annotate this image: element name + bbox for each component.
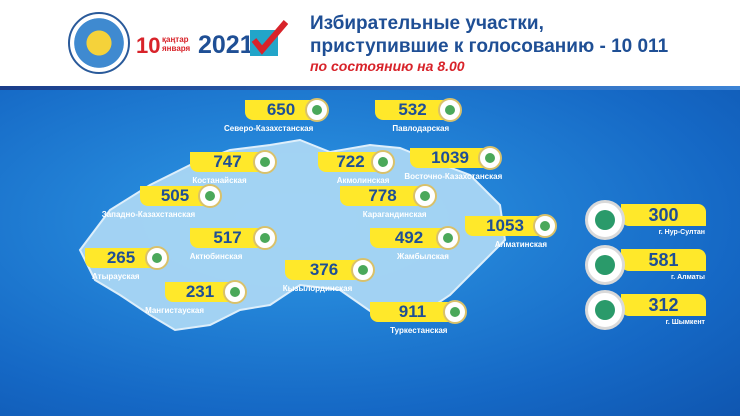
divider bbox=[0, 86, 740, 90]
region-value: 505 bbox=[140, 186, 210, 206]
header: 10 қаңтар января 2021 Избирательные участ… bbox=[0, 0, 740, 86]
region-emblem-icon bbox=[351, 258, 375, 282]
title-line-1: Избирательные участки, bbox=[310, 13, 544, 34]
region-emblem-icon bbox=[436, 226, 460, 250]
region-name: Жамбылская bbox=[397, 252, 449, 261]
region-emblem-icon bbox=[145, 246, 169, 270]
city-item: 581 г. Алматы bbox=[585, 245, 725, 285]
region-value: 265 bbox=[85, 248, 157, 268]
region-emblem-icon bbox=[223, 280, 247, 304]
city-value: 312 bbox=[621, 294, 706, 316]
region-name: Павлодарская bbox=[392, 124, 450, 133]
region-value: 231 bbox=[165, 282, 235, 302]
month-kz: қаңтар bbox=[162, 35, 189, 44]
region-name: Алматинская bbox=[494, 240, 548, 249]
region-name: Актюбинская bbox=[189, 252, 243, 261]
date-day: 10 bbox=[136, 33, 161, 58]
election-commission-seal bbox=[68, 12, 130, 74]
region-name: Костанайская bbox=[192, 176, 247, 185]
region-name: Атырауская bbox=[92, 272, 140, 281]
region-emblem-icon bbox=[253, 150, 277, 174]
region-name: Восточно-Казахстанская bbox=[404, 172, 503, 181]
city-emblem-icon bbox=[585, 245, 625, 285]
region-emblem-icon bbox=[413, 184, 437, 208]
region-value: 376 bbox=[285, 260, 363, 280]
page-title: Избирательные участки, приступившие к гол… bbox=[310, 12, 668, 58]
region-emblem-icon bbox=[443, 300, 467, 324]
region-name: Кызылординская bbox=[282, 284, 353, 293]
region-value: 911 bbox=[370, 302, 455, 322]
city-emblem-icon bbox=[585, 290, 625, 330]
city-name: г. Алматы bbox=[671, 274, 705, 281]
title-line-2: приступившие к голосованию - 10 011 bbox=[310, 36, 669, 57]
region-emblem-icon bbox=[253, 226, 277, 250]
region-value: 517 bbox=[190, 228, 265, 248]
region-emblem-icon bbox=[371, 150, 395, 174]
city-item: 300 г. Нур-Султан bbox=[585, 200, 725, 240]
month-ru: января bbox=[162, 44, 191, 53]
region-value: 1053 bbox=[465, 216, 545, 236]
region-value: 1039 bbox=[410, 148, 490, 168]
region-value: 492 bbox=[370, 228, 448, 248]
region-value: 722 bbox=[318, 152, 383, 172]
region-emblem-icon bbox=[198, 184, 222, 208]
city-value: 581 bbox=[621, 249, 706, 271]
checkmark-icon bbox=[250, 20, 288, 56]
city-emblem-icon bbox=[585, 200, 625, 240]
city-name: г. Нур-Султан bbox=[658, 229, 705, 236]
subtitle: по состоянию на 8.00 bbox=[310, 58, 465, 74]
region-emblem-icon bbox=[305, 98, 329, 122]
region-name: Туркестанская bbox=[390, 326, 448, 335]
city-name: г. Шымкент bbox=[665, 319, 705, 326]
region-name: Мангистауская bbox=[145, 306, 205, 315]
region-value: 532 bbox=[375, 100, 450, 120]
region-value: 747 bbox=[190, 152, 265, 172]
date-month: қаңтар января bbox=[162, 35, 190, 53]
city-value: 300 bbox=[621, 204, 706, 226]
region-emblem-icon bbox=[478, 146, 502, 170]
map-area: 650 Северо-Казахстанская 532 Павлодарская 74… bbox=[0, 90, 740, 416]
region-name: Северо-Казахстанская bbox=[224, 124, 314, 133]
region-name: Западно-Казахстанская bbox=[101, 210, 196, 219]
city-item: 312 г. Шымкент bbox=[585, 290, 725, 330]
region-value: 650 bbox=[245, 100, 317, 120]
date-year: 2021 bbox=[198, 31, 254, 59]
region-value: 778 bbox=[340, 186, 425, 206]
region-name: Акмолинская bbox=[336, 176, 390, 185]
region-emblem-icon bbox=[533, 214, 557, 238]
region-emblem-icon bbox=[438, 98, 462, 122]
region-name: Карагандинская bbox=[362, 210, 427, 219]
